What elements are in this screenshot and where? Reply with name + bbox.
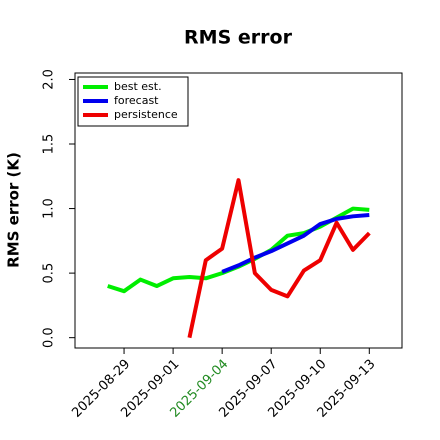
y-tick-label: 1.0 bbox=[42, 198, 57, 219]
legend-label: persistence bbox=[114, 108, 178, 121]
y-tick-label: 0.5 bbox=[42, 263, 57, 284]
legend-label: forecast bbox=[114, 94, 159, 107]
series-line bbox=[187, 178, 371, 339]
plot-frame bbox=[74, 72, 403, 349]
y-axis-label: RMS error (K) bbox=[5, 152, 23, 268]
legend-label: best est. bbox=[114, 80, 162, 93]
series-line bbox=[221, 213, 370, 274]
y-tick-label: 0.0 bbox=[42, 327, 57, 348]
y-tick-label: 1.5 bbox=[42, 134, 57, 155]
chart-title: RMS error bbox=[184, 27, 293, 49]
y-tick-label: 2.0 bbox=[42, 69, 57, 90]
